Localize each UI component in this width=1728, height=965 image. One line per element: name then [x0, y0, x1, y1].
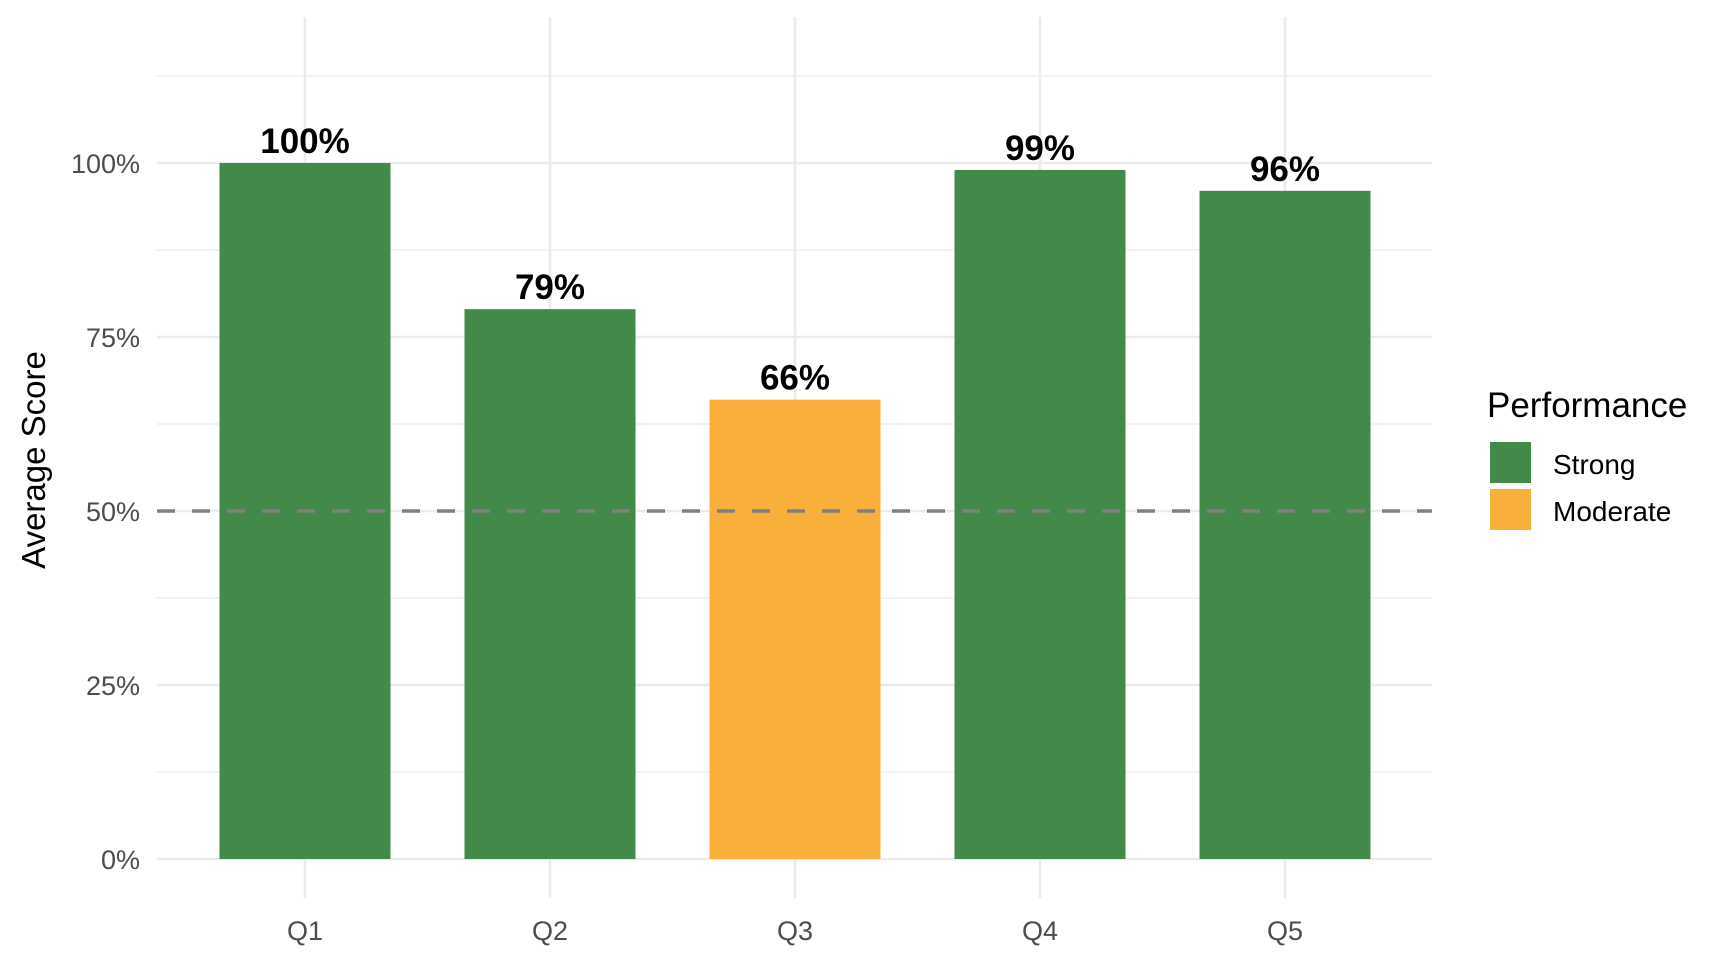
data-labels: 100% 79% 66% 99% 96%: [260, 122, 1320, 398]
x-tick-label: Q3: [777, 916, 813, 946]
y-axis-ticks: 0% 25% 50% 75% 100%: [71, 149, 140, 875]
y-tick-label: 75%: [86, 323, 140, 353]
data-label: 96%: [1250, 150, 1320, 189]
bar-q5: [1199, 190, 1371, 860]
data-label: 100%: [260, 122, 350, 161]
y-tick-label: 50%: [86, 497, 140, 527]
x-tick-label: Q2: [532, 916, 568, 946]
legend: Performance Strong Moderate: [1487, 386, 1687, 530]
x-tick-label: Q4: [1022, 916, 1058, 946]
y-tick-label: 0%: [101, 845, 140, 875]
x-tick-label: Q5: [1267, 916, 1303, 946]
y-tick-label: 100%: [71, 149, 140, 179]
y-axis-label: Average Score: [15, 351, 52, 569]
y-tick-label: 25%: [86, 671, 140, 701]
data-label: 99%: [1005, 129, 1075, 168]
legend-title: Performance: [1487, 386, 1687, 425]
legend-label-strong: Strong: [1553, 449, 1636, 480]
bar-q3: [709, 399, 881, 859]
bar-q4: [954, 169, 1126, 859]
legend-swatch-moderate: [1490, 489, 1531, 530]
x-axis-ticks: Q1 Q2 Q3 Q4 Q5: [287, 859, 1303, 946]
legend-swatch-strong: [1490, 442, 1531, 483]
data-label: 66%: [760, 359, 830, 398]
legend-label-moderate: Moderate: [1553, 496, 1671, 527]
x-tick-label: Q1: [287, 916, 323, 946]
bar-q2: [464, 309, 636, 859]
data-label: 79%: [515, 268, 585, 307]
